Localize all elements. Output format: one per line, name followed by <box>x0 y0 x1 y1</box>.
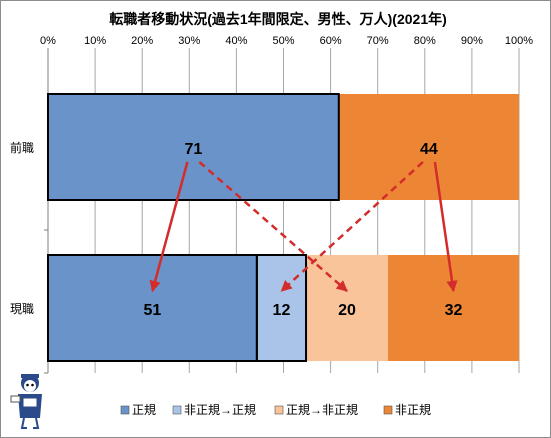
bar-segment <box>256 255 307 361</box>
legend-swatch <box>274 405 284 415</box>
bar-segment <box>48 94 339 200</box>
x-tick-label: 100% <box>505 35 533 47</box>
flow-arrow <box>149 161 189 293</box>
x-tick-label: 0% <box>40 35 56 47</box>
data-label: 44 <box>420 141 438 158</box>
x-tick-label: 80% <box>414 35 436 47</box>
x-tick-labels: 0% 10% 20% 30% 40% 50% 60% 70% 80% 90% 100% <box>40 35 533 47</box>
legend-swatch <box>120 405 130 415</box>
x-tick-label: 60% <box>320 35 342 47</box>
bars <box>47 93 519 362</box>
legend-label: 非正規→正規 <box>184 402 256 417</box>
bar-segment <box>338 94 519 200</box>
mascot-icon <box>10 374 42 429</box>
data-labels: 71 44 51 12 20 32 <box>144 141 463 319</box>
bar-segment-outline <box>47 93 340 201</box>
x-tick-label: 50% <box>272 35 294 47</box>
flow-arrow <box>433 161 458 293</box>
legend-label: 正規→非正規 <box>286 402 358 417</box>
flow-arrow <box>280 161 424 292</box>
chart-title: 転職者移動状況(過去1年間限定、男性、万人)(2021年) <box>109 11 447 27</box>
bar-segment-outline <box>255 254 308 362</box>
x-tick-label: 90% <box>461 35 483 47</box>
x-tick-label: 20% <box>131 35 153 47</box>
data-label: 71 <box>184 141 202 158</box>
legend-label: 非正規 <box>395 402 431 417</box>
category-label: 前職 <box>10 140 34 155</box>
bar-segment <box>306 255 388 361</box>
legend: 正規 非正規→正規 正規→非正規 非正規 <box>120 402 431 417</box>
flow-arrow <box>198 161 348 292</box>
data-label: 51 <box>144 302 162 319</box>
bar-segment <box>48 255 257 361</box>
bar-segment <box>387 255 519 361</box>
x-tick-label: 10% <box>84 35 106 47</box>
data-label: 12 <box>273 302 291 319</box>
x-tick-label: 30% <box>178 35 200 47</box>
legend-swatch <box>172 405 182 415</box>
data-label: 20 <box>338 302 356 319</box>
data-label: 32 <box>445 302 463 319</box>
flow-arrows <box>149 161 458 293</box>
legend-label: 正規 <box>132 402 156 417</box>
x-tick-label: 70% <box>367 35 389 47</box>
x-tick-label: 40% <box>225 35 247 47</box>
legend-swatch <box>383 405 393 415</box>
category-label: 現職 <box>10 302 34 316</box>
